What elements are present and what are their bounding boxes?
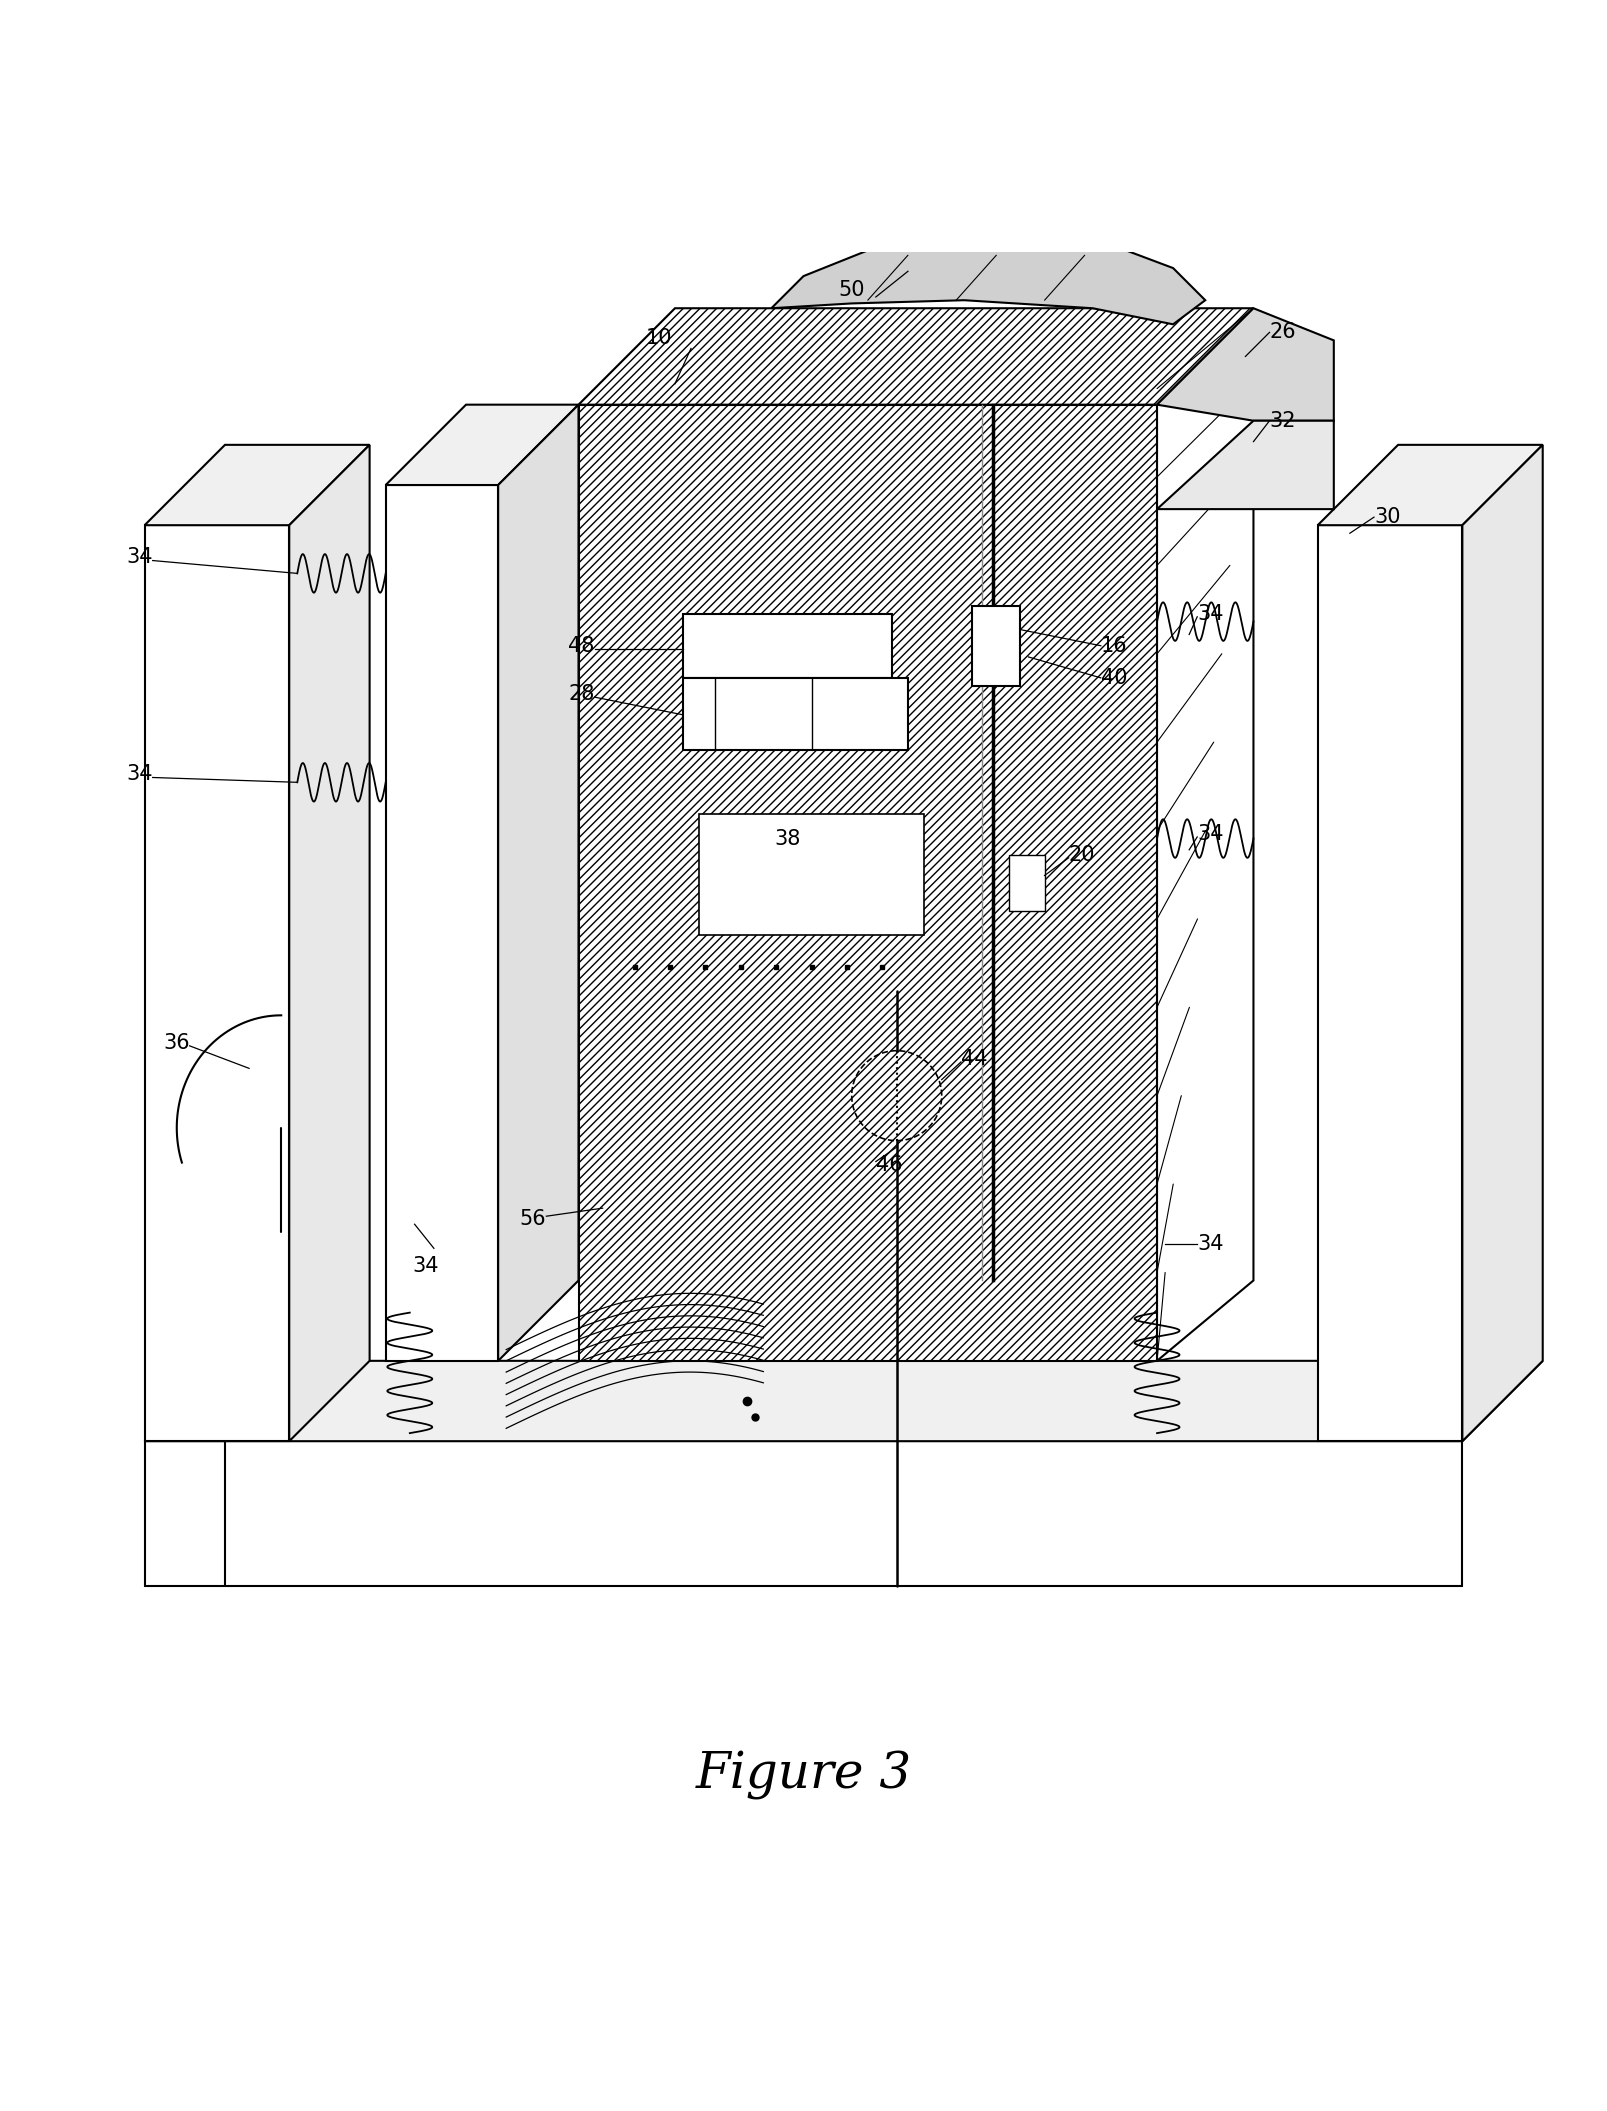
Polygon shape [699,815,924,935]
Text: 26: 26 [1270,323,1297,342]
Text: 34: 34 [127,547,153,568]
Polygon shape [1318,445,1543,526]
Text: 28: 28 [569,684,595,703]
Polygon shape [145,526,289,1442]
Polygon shape [386,405,579,486]
Polygon shape [1318,526,1462,1442]
Polygon shape [145,445,370,526]
Polygon shape [1009,855,1045,910]
Text: 32: 32 [1270,412,1295,431]
Polygon shape [145,1442,1462,1585]
Polygon shape [579,405,1157,1362]
Text: 50: 50 [839,281,865,300]
Polygon shape [145,1362,1543,1442]
Text: 36: 36 [162,1032,190,1053]
Text: 30: 30 [1374,507,1400,528]
Polygon shape [386,486,498,1362]
Text: 16: 16 [1101,635,1128,657]
Polygon shape [579,308,1253,405]
Polygon shape [683,614,892,678]
Text: 20: 20 [1069,844,1094,866]
Text: 56: 56 [519,1210,546,1229]
Text: 48: 48 [569,635,595,657]
Text: 34: 34 [413,1256,439,1277]
Polygon shape [1157,308,1334,420]
Text: 44: 44 [961,1049,987,1068]
Text: 40: 40 [1101,667,1127,688]
Text: 34: 34 [1197,823,1223,844]
Text: 34: 34 [1197,1233,1223,1254]
Polygon shape [771,228,1205,325]
Polygon shape [972,606,1020,686]
Polygon shape [498,405,579,1362]
Polygon shape [1157,308,1253,1362]
Polygon shape [683,678,908,749]
Polygon shape [1157,420,1334,509]
Text: 34: 34 [127,764,153,785]
Text: 46: 46 [876,1155,903,1176]
Text: 34: 34 [1197,604,1223,623]
Text: 38: 38 [775,828,800,849]
Text: 10: 10 [646,329,672,348]
Polygon shape [1462,445,1543,1442]
Text: Figure 3: Figure 3 [696,1750,911,1801]
Polygon shape [289,445,370,1442]
